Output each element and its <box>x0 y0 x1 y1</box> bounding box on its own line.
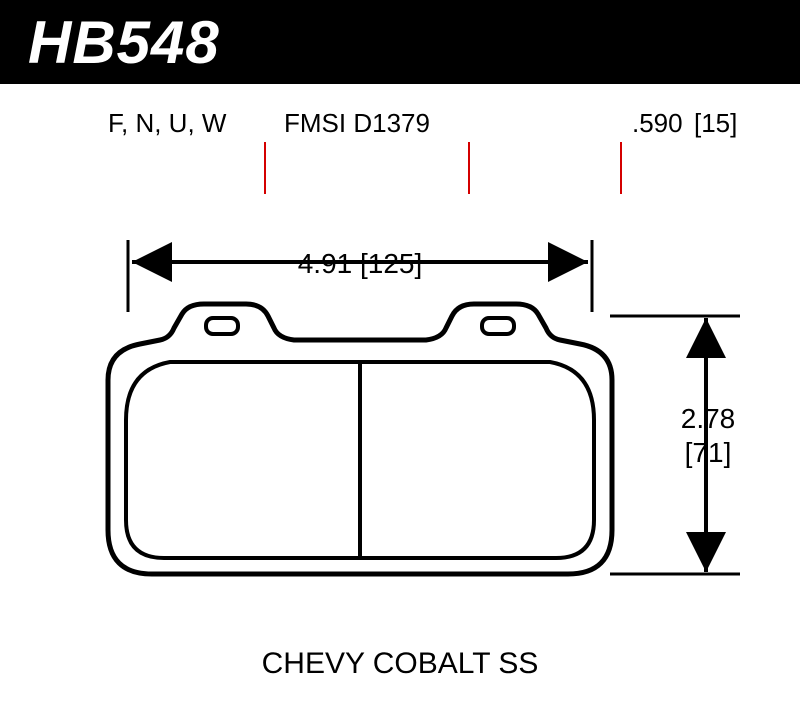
thickness-mm: [15] <box>694 108 737 139</box>
height-in: 2.78 <box>681 403 736 434</box>
header-bar: HB548 <box>0 0 800 84</box>
width-mm: [125] <box>360 248 422 279</box>
fmsi-text: FMSI D1379 <box>284 108 430 139</box>
red-tick-1 <box>264 142 266 194</box>
red-tick-2 <box>468 142 470 194</box>
spec-row: F, N, U, W FMSI D1379 .590 [15] <box>0 108 800 148</box>
thickness-in: .590 <box>632 108 683 139</box>
vehicle-label: CHEVY COBALT SS <box>0 647 800 681</box>
part-number: HB548 <box>28 8 220 77</box>
dimension-arrows <box>0 0 800 703</box>
red-tick-3 <box>620 142 622 194</box>
width-dim: 4.91 [125] <box>260 248 460 280</box>
height-mm: [71] <box>685 437 732 468</box>
compounds-text: F, N, U, W <box>108 108 226 139</box>
height-dim: 2.78 [71] <box>658 402 758 469</box>
width-in: 4.91 <box>298 248 353 279</box>
pad-outline-svg <box>0 0 800 703</box>
page: HB548 F, N, U, W FMSI D1379 .590 [15] 4.… <box>0 0 800 703</box>
pad-shape <box>108 304 612 574</box>
